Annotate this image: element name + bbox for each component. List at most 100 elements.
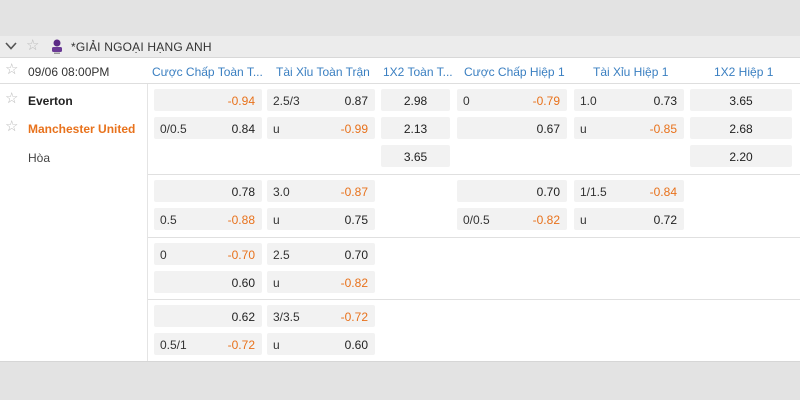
away-team-name: Manchester United — [28, 122, 136, 136]
odds-value: 0.67 — [536, 122, 560, 136]
odds-cell[interactable]: 1.0 0.73 — [574, 89, 684, 111]
col-header-1x2-h1[interactable]: 1X2 Hiệp 1 — [714, 65, 774, 79]
odds-cell-1x2-away[interactable]: 2.13 — [381, 117, 450, 139]
odds-value: -0.82 — [532, 213, 560, 227]
odds-value: -0.72 — [340, 310, 368, 324]
odds-value: -0.99 — [340, 122, 368, 136]
home-team-name: Everton — [28, 94, 73, 108]
odds-value: 0.73 — [653, 94, 677, 108]
odds-cell[interactable]: 0 -0.70 — [154, 243, 262, 265]
odds-cell[interactable]: 1/1.5 -0.84 — [574, 180, 684, 202]
odds-value: 0.87 — [344, 94, 368, 108]
odds-cell-1x2-h1-draw[interactable]: 2.20 — [690, 145, 792, 167]
favorite-star-icon[interactable]: ☆ — [26, 37, 40, 54]
match-favorite-star-icon[interactable]: ☆ — [5, 61, 19, 78]
line-group-separator — [148, 299, 800, 300]
home-favorite-star-icon[interactable]: ☆ — [5, 90, 19, 107]
panel-bottom-border — [0, 361, 800, 362]
odds-value: -0.85 — [649, 122, 677, 136]
odds-cell[interactable]: 2.5 0.70 — [267, 243, 375, 265]
odds-cell-1x2-home[interactable]: 2.98 — [381, 89, 450, 111]
odds-value: -0.72 — [227, 338, 255, 352]
col-header-handicap-ft[interactable]: Cược Chấp Toàn T... — [152, 65, 263, 79]
total-line: 2.5/3 — [273, 94, 300, 108]
odds-cell[interactable]: u 0.75 — [267, 208, 375, 230]
odds-cell-1x2-draw[interactable]: 3.65 — [381, 145, 450, 167]
odds-cell[interactable]: u -0.99 — [267, 117, 375, 139]
handicap-line: 0 — [160, 248, 167, 262]
col-header-1x2-ft[interactable]: 1X2 Toàn T... — [383, 65, 453, 79]
odds-value: -0.87 — [340, 185, 368, 199]
odds-value: -0.94 — [227, 94, 255, 108]
chevron-down-icon[interactable] — [4, 39, 18, 53]
odds-cell[interactable]: u -0.85 — [574, 117, 684, 139]
under-label: u — [273, 213, 280, 227]
odds-cell-1x2-h1-home[interactable]: 3.65 — [690, 89, 792, 111]
odds-value: 2.68 — [729, 122, 753, 136]
odds-cell[interactable]: 0/0.5 -0.82 — [457, 208, 567, 230]
handicap-line: 0/0.5 — [463, 213, 490, 227]
odds-value: 2.13 — [403, 122, 428, 136]
odds-value: 0.70 — [344, 248, 368, 262]
odds-value: 3.65 — [729, 94, 753, 108]
premier-league-logo-icon — [52, 39, 62, 54]
team-row-draw: Hòa — [0, 145, 148, 169]
odds-value: 0.60 — [344, 338, 368, 352]
odds-cell[interactable]: u 0.60 — [267, 333, 375, 355]
line-group-separator — [148, 237, 800, 238]
odds-value: -0.88 — [227, 213, 255, 227]
odds-cell[interactable]: 0.78 — [154, 180, 262, 202]
odds-value: 2.20 — [729, 150, 753, 164]
odds-value: 0.75 — [344, 213, 368, 227]
col-header-ou-h1[interactable]: Tài Xỉu Hiệp 1 — [593, 65, 669, 79]
odds-value: 3.65 — [403, 150, 428, 164]
odds-cell-1x2-h1-away[interactable]: 2.68 — [690, 117, 792, 139]
match-datetime: 09/06 08:00PM — [28, 65, 110, 79]
under-label: u — [273, 338, 280, 352]
odds-cell[interactable]: -0.94 — [154, 89, 262, 111]
odds-cell[interactable]: 0/0.5 0.84 — [154, 117, 262, 139]
odds-value: -0.84 — [649, 185, 677, 199]
odds-cell[interactable]: 0.60 — [154, 271, 262, 293]
odds-cell[interactable]: 2.5/3 0.87 — [267, 89, 375, 111]
odds-cell[interactable]: u -0.82 — [267, 271, 375, 293]
handicap-line: 0.5/1 — [160, 338, 187, 352]
odds-value: 0.60 — [231, 276, 255, 290]
team-row-away: ☆ Manchester United — [0, 116, 148, 140]
away-favorite-star-icon[interactable]: ☆ — [5, 118, 19, 135]
league-header[interactable]: ☆ *GIẢI NGOẠI HẠNG ANH — [0, 36, 800, 58]
odds-cell[interactable]: 0 -0.79 — [457, 89, 567, 111]
odds-value: -0.82 — [340, 276, 368, 290]
odds-cell[interactable]: 0.70 — [457, 180, 567, 202]
col-header-handicap-h1[interactable]: Cược Chấp Hiệp 1 — [464, 65, 565, 79]
odds-cell[interactable]: 3/3.5 -0.72 — [267, 305, 375, 327]
odds-value: 0.78 — [231, 185, 255, 199]
odds-value: 0.84 — [231, 122, 255, 136]
handicap-line: 0.5 — [160, 213, 177, 227]
total-line: 1/1.5 — [580, 185, 607, 199]
handicap-line: 0/0.5 — [160, 122, 187, 136]
odds-value: 0.70 — [536, 185, 560, 199]
under-label: u — [580, 213, 587, 227]
match-header-row: ☆ 09/06 08:00PM Cược Chấp Toàn T... Tài … — [0, 59, 800, 84]
odds-value: -0.79 — [532, 94, 560, 108]
league-title: *GIẢI NGOẠI HẠNG ANH — [71, 40, 212, 54]
odds-cell[interactable]: 0.5/1 -0.72 — [154, 333, 262, 355]
total-line: 3.0 — [273, 185, 290, 199]
column-divider — [147, 84, 148, 362]
draw-label: Hòa — [28, 151, 51, 165]
handicap-line: 0 — [463, 94, 470, 108]
odds-cell[interactable]: u 0.72 — [574, 208, 684, 230]
odds-cell[interactable]: 0.62 — [154, 305, 262, 327]
odds-cell[interactable]: 0.67 — [457, 117, 567, 139]
odds-cell[interactable]: 3.0 -0.87 — [267, 180, 375, 202]
total-line: 1.0 — [580, 94, 597, 108]
odds-cell[interactable]: 0.5 -0.88 — [154, 208, 262, 230]
line-group-separator — [148, 174, 800, 175]
odds-value: 0.72 — [653, 213, 677, 227]
under-label: u — [273, 122, 280, 136]
total-line: 3/3.5 — [273, 310, 300, 324]
col-header-ou-ft[interactable]: Tài Xỉu Toàn Trận — [276, 65, 370, 79]
odds-value: 2.98 — [403, 94, 428, 108]
total-line: 2.5 — [273, 248, 290, 262]
